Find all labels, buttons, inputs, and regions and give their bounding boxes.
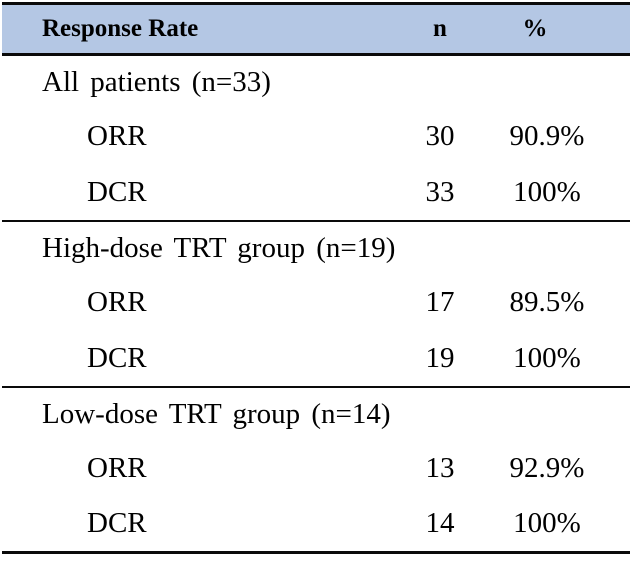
section-title-row: Low-dose TRT group (n=14) — [2, 387, 630, 441]
n-value: 19 — [425, 341, 455, 374]
results-table: Response Rate n % All patients (n=33) OR… — [2, 2, 630, 554]
section-title: All patients (n=33) — [42, 65, 271, 98]
row-label: DCR — [87, 507, 147, 540]
table-row: DCR 19 100% — [2, 331, 630, 387]
section-low-dose: Low-dose TRT group (n=14) ORR 13 92.9% D… — [2, 387, 630, 553]
n-value: 14 — [425, 507, 455, 540]
table-row: DCR 14 100% — [2, 497, 630, 553]
section-high-dose: High-dose TRT group (n=19) ORR 17 89.5% … — [2, 221, 630, 387]
percent-value: 100% — [513, 175, 581, 208]
table-row: DCR 33 100% — [2, 165, 630, 221]
table-header: Response Rate n % — [2, 3, 630, 55]
response-rate-table: Response Rate n % All patients (n=33) OR… — [2, 2, 630, 554]
row-label: ORR — [87, 286, 147, 318]
row-label: ORR — [87, 452, 147, 484]
n-value: 17 — [425, 286, 455, 318]
percent-value: 90.9% — [509, 120, 585, 152]
row-label: ORR — [87, 120, 147, 152]
row-label: DCR — [87, 341, 147, 374]
section-all-patients: All patients (n=33) ORR 30 90.9% DCR 33 … — [2, 55, 630, 221]
table-row: ORR 17 89.5% — [2, 275, 630, 331]
table-row: ORR 30 90.9% — [2, 109, 630, 165]
row-label: DCR — [87, 175, 147, 208]
column-header-n: n — [433, 15, 447, 42]
column-header-response-rate: Response Rate — [42, 15, 199, 42]
table-row: ORR 13 92.9% — [2, 441, 630, 497]
n-value: 33 — [425, 175, 455, 208]
section-title: High-dose TRT group (n=19) — [42, 231, 396, 264]
percent-value: 92.9% — [509, 452, 585, 484]
percent-value: 100% — [513, 341, 581, 374]
column-header-percent: % — [522, 15, 548, 42]
section-title-row: All patients (n=33) — [2, 55, 630, 109]
section-title-row: High-dose TRT group (n=19) — [2, 221, 630, 275]
n-value: 13 — [425, 452, 455, 484]
percent-value: 89.5% — [509, 286, 585, 318]
section-title: Low-dose TRT group (n=14) — [42, 397, 391, 430]
n-value: 30 — [425, 120, 455, 152]
percent-value: 100% — [513, 507, 581, 540]
header-row: Response Rate n % — [2, 3, 630, 55]
